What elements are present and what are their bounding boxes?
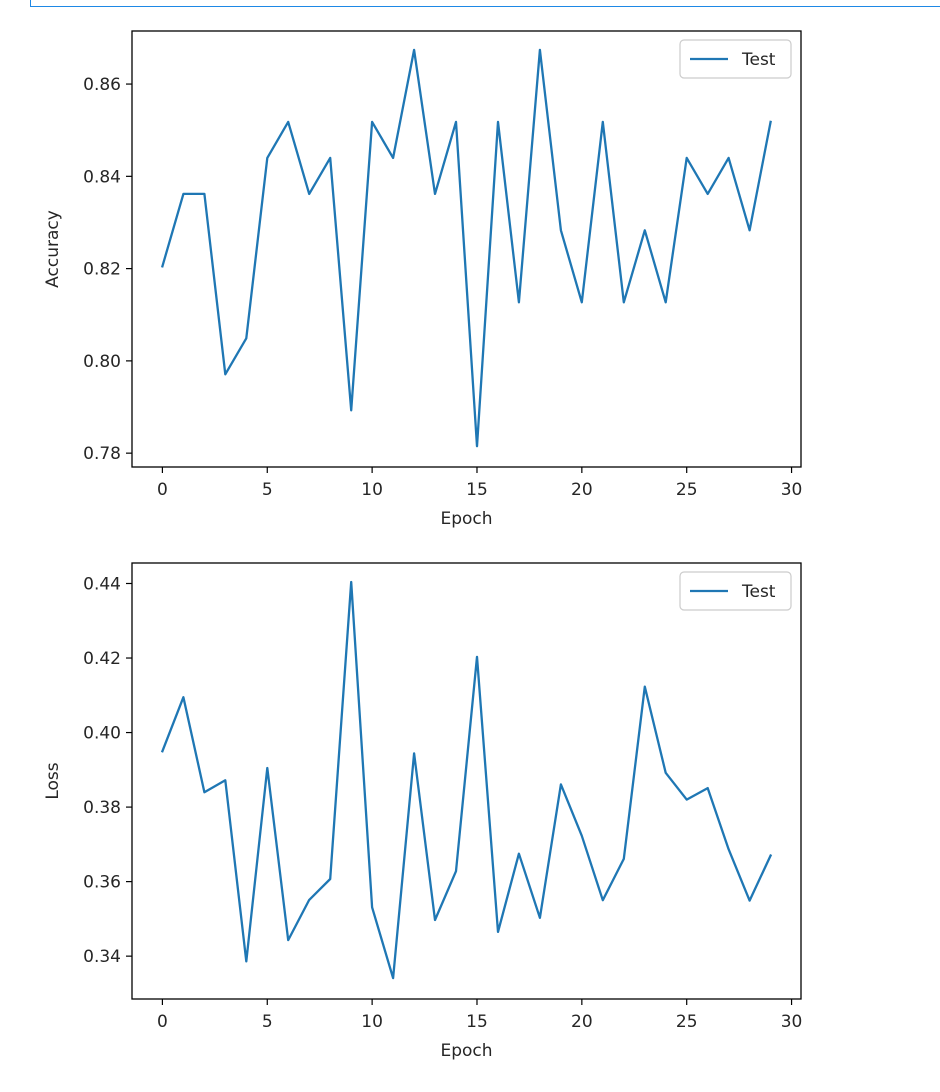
x-tick-label: 10: [361, 1012, 383, 1032]
x-tick-label: 10: [361, 480, 383, 500]
legend-label: Test: [741, 50, 776, 70]
x-tick-label: 5: [262, 480, 273, 500]
y-tick-label: 0.86: [83, 75, 121, 95]
series-line-1-1: [160, 48, 772, 448]
x-tick-label: 25: [676, 480, 698, 500]
subplot-1: 0 5 10 15 20 25 30 0.78 0.80 0.82 0.84 0.86 Epoch Acc…: [43, 30, 803, 529]
y-tick-label: 0.34: [83, 947, 121, 967]
series-line-2-1: [160, 580, 773, 980]
notebook-cell-border: [30, 0, 940, 7]
legend: Test: [679, 39, 792, 79]
y-tick-label: 0.38: [83, 798, 121, 818]
y-tick-label: 0.82: [83, 260, 121, 280]
legend: Test: [679, 571, 792, 611]
legend-label: Test: [741, 582, 776, 602]
y-tick-label: 0.80: [83, 352, 121, 372]
x-tick-label: 25: [676, 1012, 698, 1032]
x-tick-label: 20: [571, 1012, 593, 1032]
legend-box: [679, 39, 792, 79]
x-tick-label: 5: [262, 1012, 273, 1032]
y-axis-label: Accuracy: [43, 210, 63, 288]
x-axis-label: Epoch: [440, 1041, 492, 1061]
legend-box: [679, 571, 792, 611]
x-tick-label: 20: [571, 480, 593, 500]
y-tick-label: 0.78: [83, 444, 121, 464]
x-axis-label: Epoch: [440, 509, 492, 529]
y-axis-label: Loss: [43, 762, 63, 799]
y-tick-label: 0.40: [83, 724, 121, 744]
subplot-2: 0 5 10 15 20 25 30 0.34 0.36 0.38 0.40 0.42 0.44 Epoc…: [43, 562, 803, 1061]
axes-frame: [131, 562, 802, 1000]
y-tick-label: 0.84: [83, 167, 121, 187]
y-tick-label: 0.36: [83, 873, 121, 893]
x-tick-label: 30: [781, 1012, 803, 1032]
y-tick-label: 0.42: [83, 649, 121, 669]
x-tick-label: 0: [157, 1012, 168, 1032]
x-tick-label: 0: [157, 480, 168, 500]
x-tick-label: 15: [466, 480, 488, 500]
axes-frame: [131, 30, 802, 468]
y-tick-label: 0.44: [83, 574, 121, 594]
x-tick-label: 15: [466, 1012, 488, 1032]
x-tick-label: 30: [781, 480, 803, 500]
